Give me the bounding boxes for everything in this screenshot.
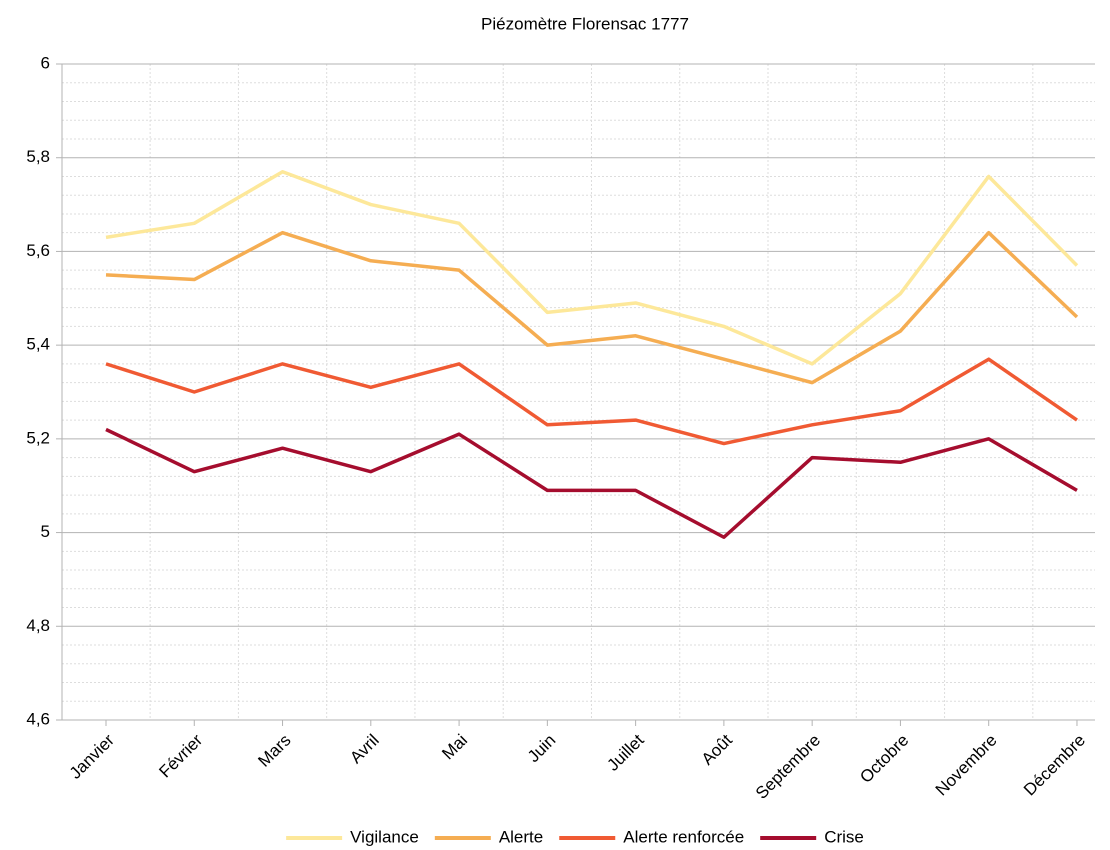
y-tick-label: 4,6 [26,709,50,728]
y-tick-label: 5,6 [26,241,50,260]
y-tick-label: 6 [41,53,50,72]
legend-label: Alerte [499,827,543,846]
y-tick-label: 5,8 [26,147,50,166]
legend: Vigilance Alerte Alerte renforcée Crise [286,827,864,846]
series-line [105,427,1078,540]
y-tick-label: 5 [41,522,50,541]
y-tick-label: 5,4 [26,335,50,354]
legend-label: Vigilance [350,827,419,846]
y-tick-label: 4,8 [26,616,50,635]
series-line [105,357,1078,446]
series-line [105,170,1079,366]
chart-title: Piézomètre Florensac 1777 [481,14,689,33]
legend-label: Alerte renforcée [623,827,744,846]
legend-label: Crise [824,827,864,846]
series-line [105,230,1079,385]
y-tick-label: 5,2 [26,428,50,447]
